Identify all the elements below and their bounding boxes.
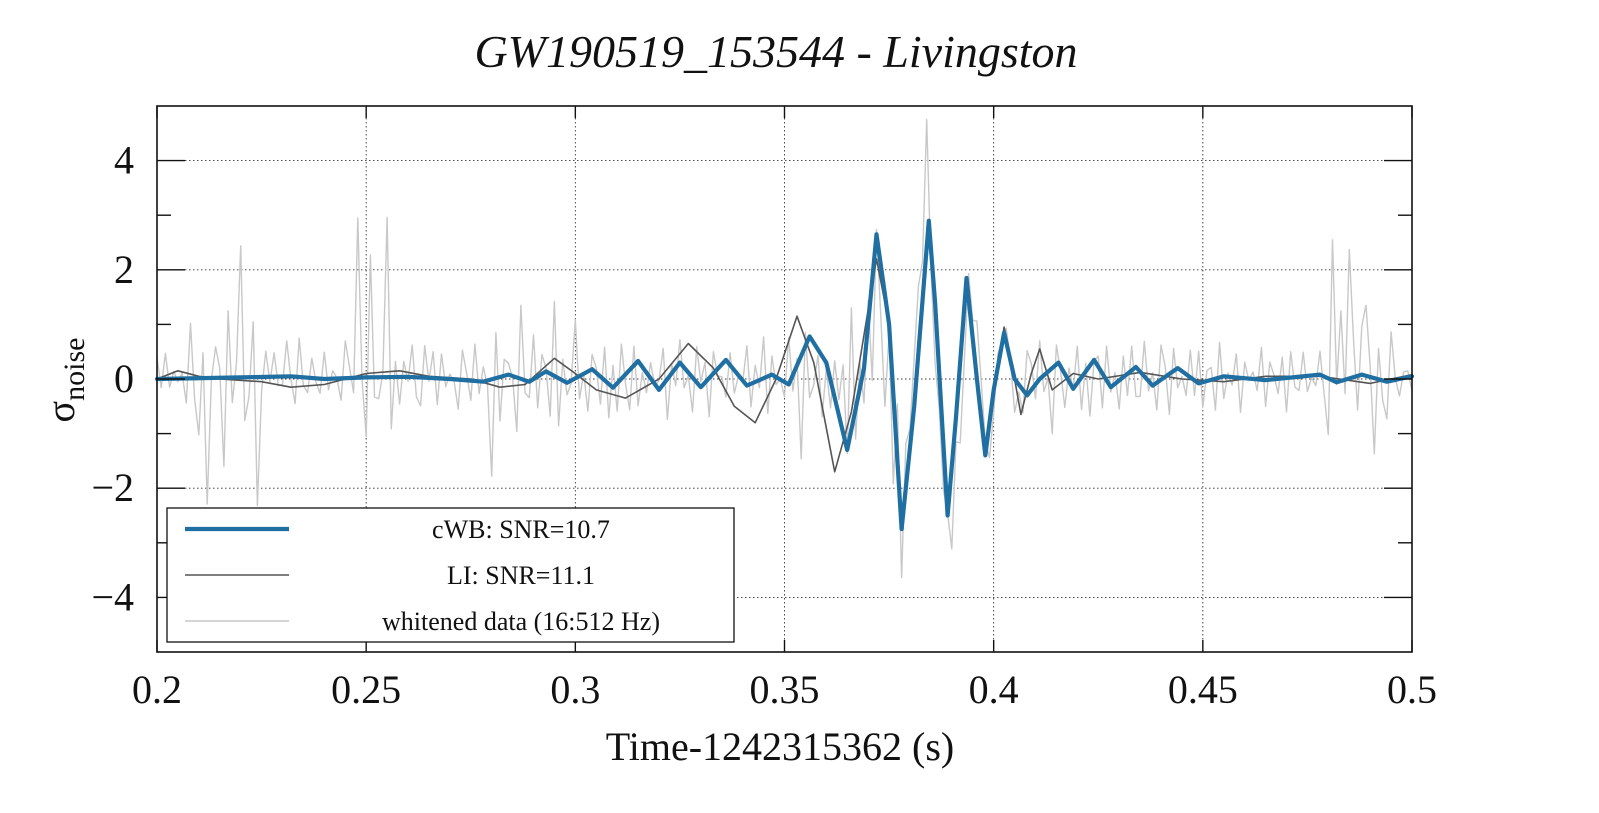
- x-tick-label: 0.35: [750, 667, 820, 712]
- series-line-0: [154, 218, 1415, 532]
- x-tick-label: 0.5: [1387, 667, 1437, 712]
- y-tick-label: 2: [114, 247, 134, 292]
- series-line-2: [156, 118, 1413, 579]
- x-tick-labels: 0.2 0.25 0.3 0.35 0.4 0.45 0.5: [132, 667, 1437, 712]
- x-tick-label: 0.45: [1168, 667, 1238, 712]
- svg-text:σnoise: σnoise: [38, 338, 91, 423]
- x-tick-label: 0.25: [331, 667, 401, 712]
- legend-entry: LI: SNR=11.1: [185, 561, 595, 590]
- legend: cWB: SNR=10.7 LI: SNR=11.1 whitened data (…: [166, 507, 735, 643]
- legend-label: whitened data (16:512 Hz): [382, 607, 660, 636]
- y-tick-label: 0: [114, 356, 134, 401]
- legend-entry: cWB: SNR=10.7: [185, 515, 610, 544]
- y-tick-label: −2: [91, 465, 134, 510]
- y-axis-label: σnoise: [38, 338, 91, 423]
- x-tick-label: 0.3: [550, 667, 600, 712]
- x-axis-label: Time-1242315362 (s): [606, 724, 955, 769]
- x-tick-label: 0.2: [132, 667, 182, 712]
- y-tick-labels: −4 −2 0 2 4: [91, 138, 134, 620]
- y-tick-label: −4: [91, 574, 134, 619]
- series-layer: [154, 118, 1415, 579]
- legend-label: LI: SNR=11.1: [447, 561, 595, 590]
- chart-title: GW190519_153544 - Livingston: [474, 26, 1077, 77]
- series-line-1: [156, 222, 1413, 528]
- y-axis-label-sub: noise: [58, 338, 91, 401]
- x-tick-label: 0.4: [969, 667, 1019, 712]
- legend-label: cWB: SNR=10.7: [432, 515, 610, 544]
- legend-entry: whitened data (16:512 Hz): [185, 607, 660, 636]
- y-axis-label-main: σ: [38, 401, 83, 423]
- y-tick-label: 4: [114, 138, 134, 183]
